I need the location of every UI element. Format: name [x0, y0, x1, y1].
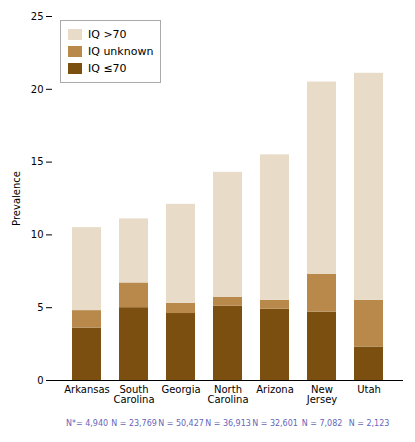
svg-text:10: 10: [31, 229, 44, 240]
svg-text:20: 20: [31, 84, 44, 95]
svg-text:Arkansas: Arkansas: [64, 384, 110, 395]
svg-text:Prevalence: Prevalence: [11, 171, 22, 226]
svg-text:N = 36,913: N = 36,913: [205, 419, 251, 428]
html-text:IQ unknown: IQ unknown: [88, 45, 154, 58]
html-text:IQ ≤70: IQ ≤70: [88, 62, 127, 75]
html-text:IQ >70: IQ >70: [88, 28, 127, 41]
svg-text:N = 32,601: N = 32,601: [252, 419, 298, 428]
svg-text:N = 7,082: N = 7,082: [302, 419, 343, 428]
svg-text:Utah: Utah: [357, 384, 381, 395]
svg-text:5: 5: [37, 302, 43, 313]
svg-text:Arizona: Arizona: [256, 384, 294, 395]
svg-text:NewJersey: NewJersey: [306, 384, 338, 405]
svg-text:N = 50,427: N = 50,427: [158, 419, 204, 428]
svg-text:SouthCarolina: SouthCarolina: [113, 384, 154, 405]
svg-text:N = 2,123: N = 2,123: [349, 419, 390, 428]
svg-text:NorthCarolina: NorthCarolina: [207, 384, 248, 405]
svg-text:N*= 4,940: N*= 4,940: [66, 419, 108, 428]
svg-text:15: 15: [31, 156, 44, 167]
svg-text:25: 25: [31, 11, 44, 22]
svg-text:Georgia: Georgia: [161, 384, 200, 395]
svg-text:0: 0: [37, 375, 43, 386]
svg-text:N = 23,769: N = 23,769: [111, 419, 157, 428]
